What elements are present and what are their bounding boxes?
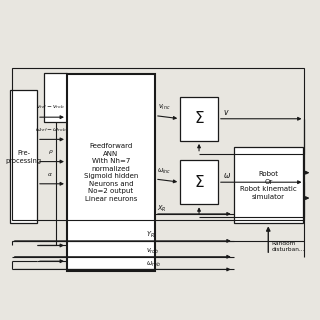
Bar xyxy=(180,160,218,204)
Text: $v$: $v$ xyxy=(223,108,229,117)
Text: $Y_R$: $Y_R$ xyxy=(146,230,154,240)
Bar xyxy=(10,90,37,223)
Text: $\rho$: $\rho$ xyxy=(48,148,53,156)
Text: $X_R$: $X_R$ xyxy=(156,204,166,214)
Text: Random
disturban...: Random disturban... xyxy=(271,241,305,252)
Text: $v_{inc}$: $v_{inc}$ xyxy=(157,103,170,112)
Text: $\omega_{inc}$: $\omega_{inc}$ xyxy=(156,167,171,176)
Text: $v_{rob}$: $v_{rob}$ xyxy=(146,247,159,256)
Bar xyxy=(67,74,155,271)
Text: $\alpha$: $\alpha$ xyxy=(47,171,53,178)
Bar xyxy=(44,73,67,122)
Bar xyxy=(12,68,304,220)
Text: $\omega$: $\omega$ xyxy=(223,172,231,180)
Text: Σ: Σ xyxy=(194,111,204,126)
Bar xyxy=(234,147,303,223)
Text: Feedforward
ANN
With Nh=7
normalized
Sigmoid hidden
Neurons and
No=2 output
Line: Feedforward ANN With Nh=7 normalized Sig… xyxy=(84,143,138,202)
Text: $v_{ref}-v_{rob}$: $v_{ref}-v_{rob}$ xyxy=(36,104,65,111)
Text: Robot
Or
Robot kinematic
simulator: Robot Or Robot kinematic simulator xyxy=(240,171,297,200)
Bar xyxy=(180,97,218,141)
Text: $\omega_{ref}-\omega_{rob}$: $\omega_{ref}-\omega_{rob}$ xyxy=(35,126,66,134)
Text: $\omega_{rob}$: $\omega_{rob}$ xyxy=(146,260,161,269)
Text: Σ: Σ xyxy=(194,175,204,190)
Text: Pre-
processing: Pre- processing xyxy=(5,150,42,164)
